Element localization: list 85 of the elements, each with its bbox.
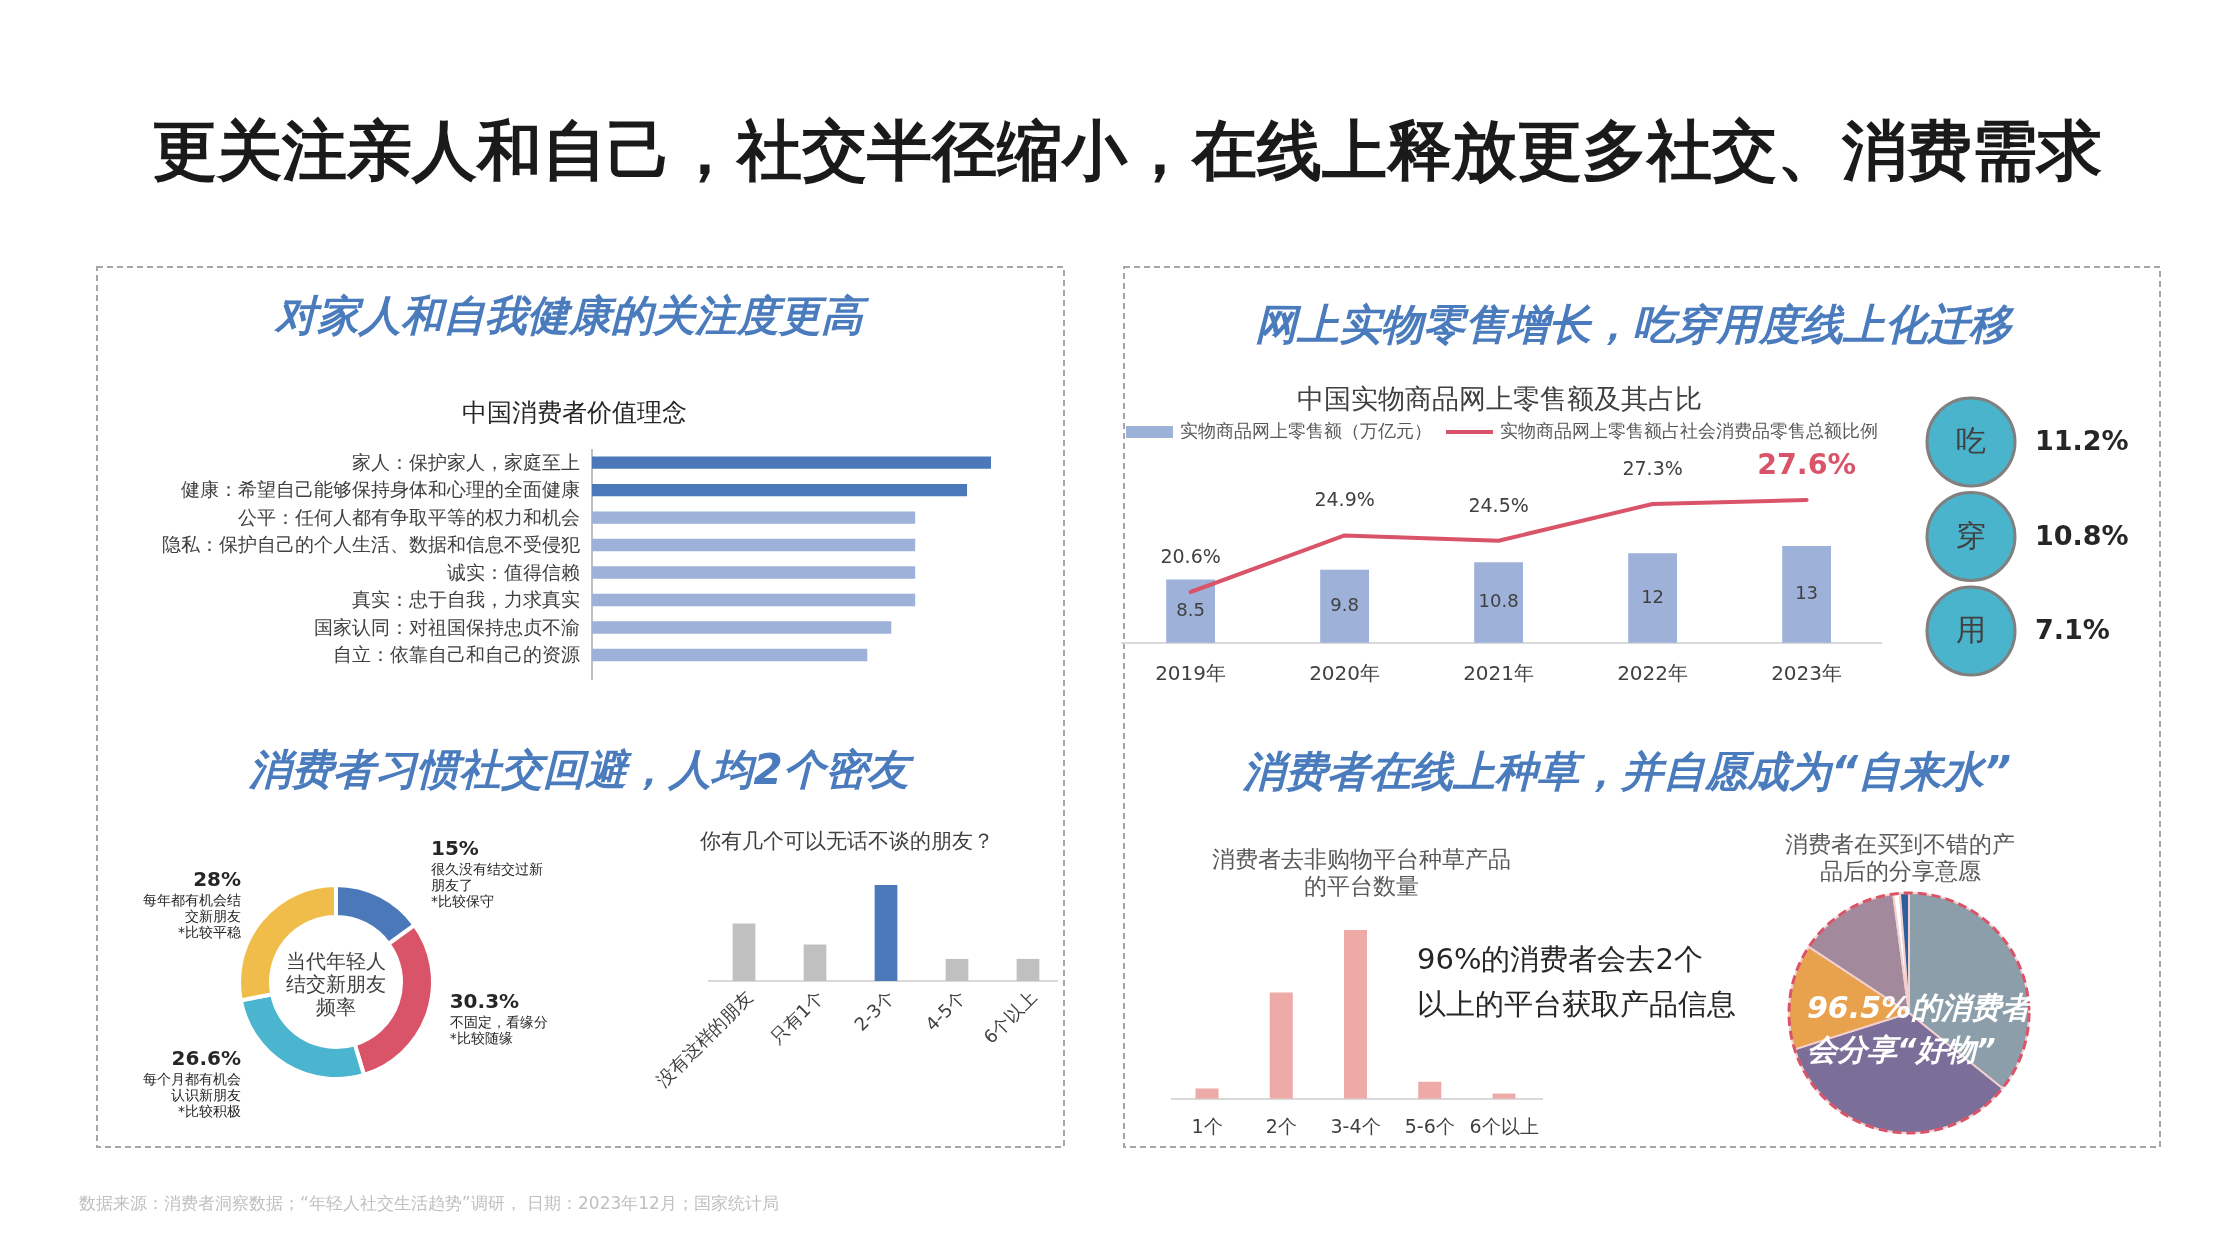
bar [1474,562,1524,643]
bar [592,483,968,497]
data-label: 24.9% [1314,488,1375,511]
data-label: 20.6% [1160,545,1221,567]
chart-title: 对家人和自我健康的关注度更高 [273,291,870,340]
y-tick-label: 自立：依靠自己和自己的资源 [333,644,580,665]
slice-label: 不固定，看缘分*比较随缘 [449,1014,548,1047]
category-label: 穿 [1956,517,1986,553]
x-tick-label: 4-5个 [920,986,970,1035]
data-label: 24.5% [1468,493,1529,516]
data-label: 26.6% [171,1045,241,1070]
x-tick-label: 只有1个 [766,986,828,1048]
bar [1628,553,1678,643]
x-tick-label: 1个 [1191,1115,1223,1137]
x-tick-label: 2022年 [1617,661,1689,685]
bar [1418,1081,1442,1099]
x-tick-label: 6个以上 [1469,1115,1539,1137]
slice-label: 每个月都有机会认识新朋友*比较积极 [143,1070,241,1119]
text: 消费者在线上种草，并自愿成为“自来水” [1241,747,2012,796]
x-tick-label: 2023年 [1771,661,1843,685]
data-label: 12 [1641,586,1665,608]
x-tick-label: 2-3个 [849,986,899,1035]
bar [1166,579,1216,643]
legend-label: 实物商品网上零售额占社会消费品零售总额比例 [1500,420,1878,441]
bar [592,621,892,634]
data-label: 27.6% [1757,448,1857,481]
data-label: 10.8 [1478,590,1519,612]
data-label: 9.8 [1330,594,1359,616]
y-tick-label: 隐私：保护自己的个人生活、数据和信息不受侵犯 [162,534,580,556]
bar [1343,930,1368,1099]
annotation: 96%的消费者会去2个以上的平台获取产品信息 [1417,942,1736,1021]
bar [592,566,916,579]
x-tick-label: 2021年 [1463,661,1535,685]
chart-title: 网上实物零售增长，吃穿用度线上化迁移 [1255,300,2015,349]
bar [592,456,991,469]
data-label: 13 [1795,582,1819,604]
bar [945,958,969,981]
x-tick-label: 没有这样的朋友 [652,986,757,1091]
slice-label: 很久没有结交过新朋友了*比较保守 [431,861,543,910]
bar [1782,545,1832,643]
legend-label: 实物商品网上零售额（万亿元） [1180,420,1432,441]
bar [592,538,916,552]
bar [592,593,916,607]
chart-title: 消费者在买到不错的产品后的分享意愿 [1785,831,2015,884]
x-tick-label: 3-4个 [1330,1115,1381,1137]
data-label: 28% [193,866,241,891]
x-tick-label: 6个以上 [979,986,1041,1048]
chart-title: 消费者习惯社交回避，人均2个密友 [248,745,915,794]
bar [1269,992,1293,1099]
category-label: 吃 [1956,423,1986,458]
text: 7.1% [2035,614,2110,645]
category-label: 用 [1956,612,1986,647]
bar [1492,1093,1516,1099]
bar [732,923,756,981]
y-tick-label: 真实：忠于自我，力求真实 [352,589,580,611]
chart-subtitle: 中国实物商品网上零售额及其占比 [1296,383,1702,414]
data-label: 27.3% [1622,456,1683,479]
data-label: 15% [431,836,479,861]
x-tick-label: 2020年 [1309,661,1381,685]
text: 更关注亲人和自己，社交半径缩小，在线上释放更多社交、消费需求 [152,113,2102,188]
chart-title: 你有几个可以无话不谈的朋友？ [699,829,994,853]
x-tick-label: 2个 [1265,1115,1297,1137]
bar [592,648,868,662]
slice-label: 每年都有机会结交新朋友*比较平稳 [143,891,241,940]
bar [803,944,827,981]
y-tick-label: 国家认同：对祖国保持忠贞不渝 [314,616,580,638]
bar [874,885,898,981]
y-tick-label: 公平：任何人都有争取平等的权力和机会 [238,506,580,528]
bar [1016,958,1040,981]
text: 当代年轻人结交新朋友频率 [286,949,386,1019]
data-label: 30.3% [449,989,520,1014]
bar [1195,1088,1219,1099]
chart-subtitle: 消费者去非购物平台种草产品的平台数量 [1211,846,1511,899]
y-tick-label: 诚实：值得信赖 [447,561,580,583]
y-tick-label: 家人：保护家人，家庭至上 [352,451,580,473]
chart-subtitle: 中国消费者价值理念 [461,398,687,427]
data-label: 8.5 [1176,599,1205,621]
text: 11.2% [2035,425,2129,456]
x-tick-label: 2019年 [1155,661,1227,685]
x-tick-label: 5-6个 [1404,1115,1455,1137]
source-note: 数据来源：消费者洞察数据；“年轻人社交生活趋势”调研， 日期：2023年12月；国家统计局 [79,1193,779,1213]
bar [1320,569,1370,643]
bar [592,511,916,524]
y-tick-label: 健康：希望自己能够保持身体和心理的全面健康 [181,479,580,501]
text: 10.8% [2035,519,2129,551]
